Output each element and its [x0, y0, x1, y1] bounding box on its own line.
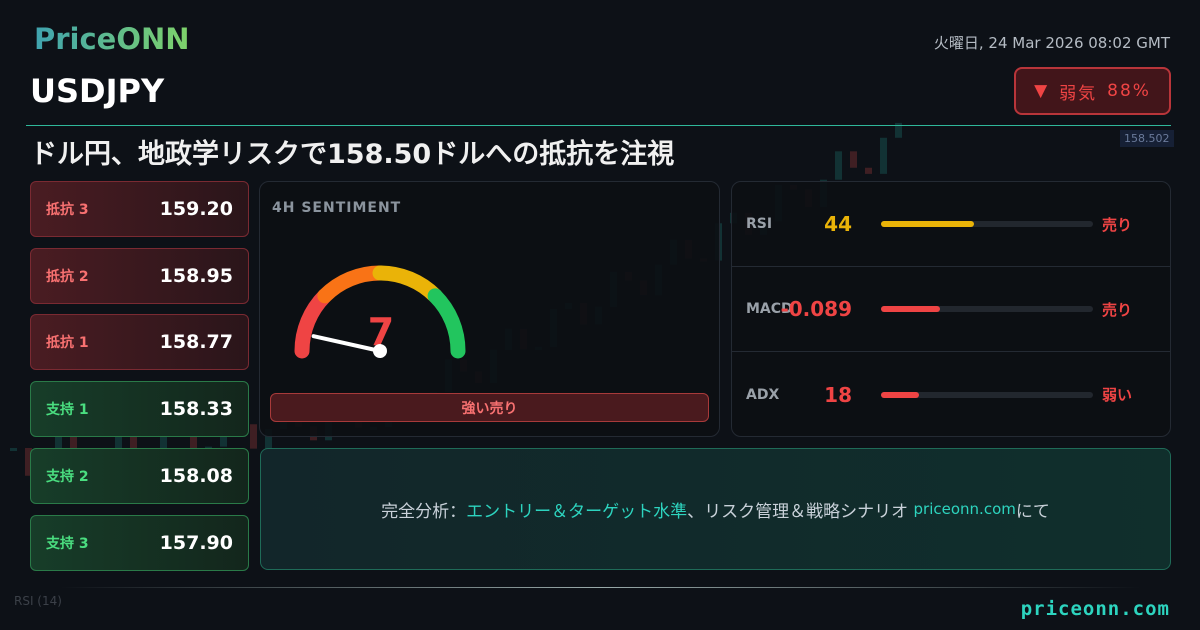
level-label: 抵抗 3 — [46, 202, 89, 218]
indicators-panel: RSI 44 売り MACD -0.089 売り ADX 18 弱い — [731, 181, 1171, 437]
bg-candle — [190, 423, 197, 452]
level-label: 支持 1 — [46, 402, 89, 419]
indicator-name: RSI — [746, 216, 773, 232]
bg-candle — [25, 448, 32, 476]
level-value: 157.90 — [159, 531, 233, 554]
indicator-signal: 弱い — [1102, 386, 1133, 404]
symbol-title: USDJPY — [30, 72, 165, 110]
level-value: 158.77 — [159, 331, 233, 354]
indicator-row-rsi: RSI 44 売り — [732, 182, 1170, 267]
triangle-down-icon: ▼ — [1034, 81, 1050, 101]
bg-rsi-label: RSI (14) — [14, 594, 62, 608]
indicator-bar — [881, 306, 1093, 312]
bg-candle — [70, 436, 77, 450]
bg-candle — [835, 151, 842, 180]
level-value: 158.08 — [159, 464, 233, 487]
level-label: 支持 3 — [46, 535, 89, 552]
bg-candle — [250, 424, 257, 449]
level-label: 抵抗 1 — [46, 335, 89, 352]
bias-percent: 88% — [1107, 81, 1151, 101]
support-level: 支持 2 158.08 — [30, 447, 249, 504]
indicator-bar-fill — [881, 391, 920, 398]
sentiment-title: 4H SENTIMENT — [272, 200, 402, 216]
cta-suffix: にて — [1015, 501, 1050, 522]
bias-label: 弱気 — [1059, 83, 1098, 104]
indicator-signal: 売り — [1102, 300, 1133, 319]
bg-candle — [865, 167, 872, 174]
bg-candle — [880, 137, 887, 174]
support-level: 支持 3 157.90 — [30, 514, 249, 571]
indicator-row-adx: ADX 18 弱い — [732, 352, 1170, 436]
sentiment-panel: 4H SENTIMENT 7 強い売り — [259, 181, 720, 437]
bg-candle — [850, 151, 857, 168]
gauge-segment — [427, 288, 466, 359]
indicator-bar — [881, 391, 1093, 398]
indicator-value: 44 — [824, 212, 852, 236]
site-url[interactable]: priceonn.com — [1020, 598, 1170, 620]
level-value: 159.20 — [159, 198, 233, 220]
cta-middle: 、リスク管理＆戦略シナリオ — [687, 501, 914, 522]
sentiment-verdict: 強い売り — [270, 393, 709, 422]
level-label: 抵抗 2 — [46, 268, 89, 285]
divider — [26, 125, 1171, 126]
gauge-needle — [311, 334, 382, 353]
datetime: 火曜日, 24 Mar 2026 08:02 GMT — [933, 34, 1170, 52]
level-label: 支持 2 — [46, 468, 89, 485]
resistance-level: 抵抗 3 159.20 — [30, 181, 249, 237]
level-value: 158.95 — [159, 264, 233, 287]
cta-prefix: 完全分析： — [381, 501, 467, 522]
resistance-level: 抵抗 1 158.77 — [30, 314, 249, 371]
bg-candle — [265, 429, 272, 449]
indicator-bar — [881, 221, 1093, 227]
bg-price-tag: 158.502 — [1120, 130, 1174, 147]
bg-candle — [115, 427, 122, 449]
indicator-bar-fill — [881, 306, 941, 312]
bias-badge: ▼ 弱気 88% — [1014, 67, 1171, 115]
priceonn-logo: PriceONN — [34, 22, 190, 56]
gauge-segment — [317, 265, 388, 304]
footer-divider — [60, 587, 1140, 588]
bg-candle — [160, 430, 167, 462]
headline: ドル円、地政学リスクで158.50ドルへの抵抗を注視 — [30, 139, 675, 170]
cta-banner[interactable]: 完全分析： エントリー＆ターゲット水準 、リスク管理＆戦略シナリオ priceo… — [260, 448, 1171, 570]
bg-candle — [130, 427, 137, 452]
sentiment-gauge: 7 — [294, 265, 466, 359]
cta-link[interactable]: priceonn.com — [913, 500, 1016, 518]
gauge-pivot — [373, 344, 387, 358]
resistance-level: 抵抗 2 158.95 — [30, 247, 249, 304]
indicator-value: -0.089 — [780, 297, 852, 321]
gauge-segment — [294, 288, 333, 359]
cta-highlight: エントリー＆ターゲット水準 — [466, 501, 688, 522]
indicator-row-macd: MACD -0.089 売り — [732, 267, 1170, 352]
bg-candle — [10, 448, 17, 451]
bg-candle — [895, 122, 902, 138]
indicator-name: ADX — [746, 386, 780, 403]
level-value: 158.33 — [159, 398, 233, 421]
support-level: 支持 1 158.33 — [30, 381, 249, 438]
indicator-value: 18 — [824, 382, 852, 407]
indicator-bar-fill — [881, 221, 975, 227]
indicator-signal: 売り — [1102, 215, 1133, 234]
gauge-segment — [372, 265, 443, 304]
indicator-name: MACD — [746, 301, 793, 317]
